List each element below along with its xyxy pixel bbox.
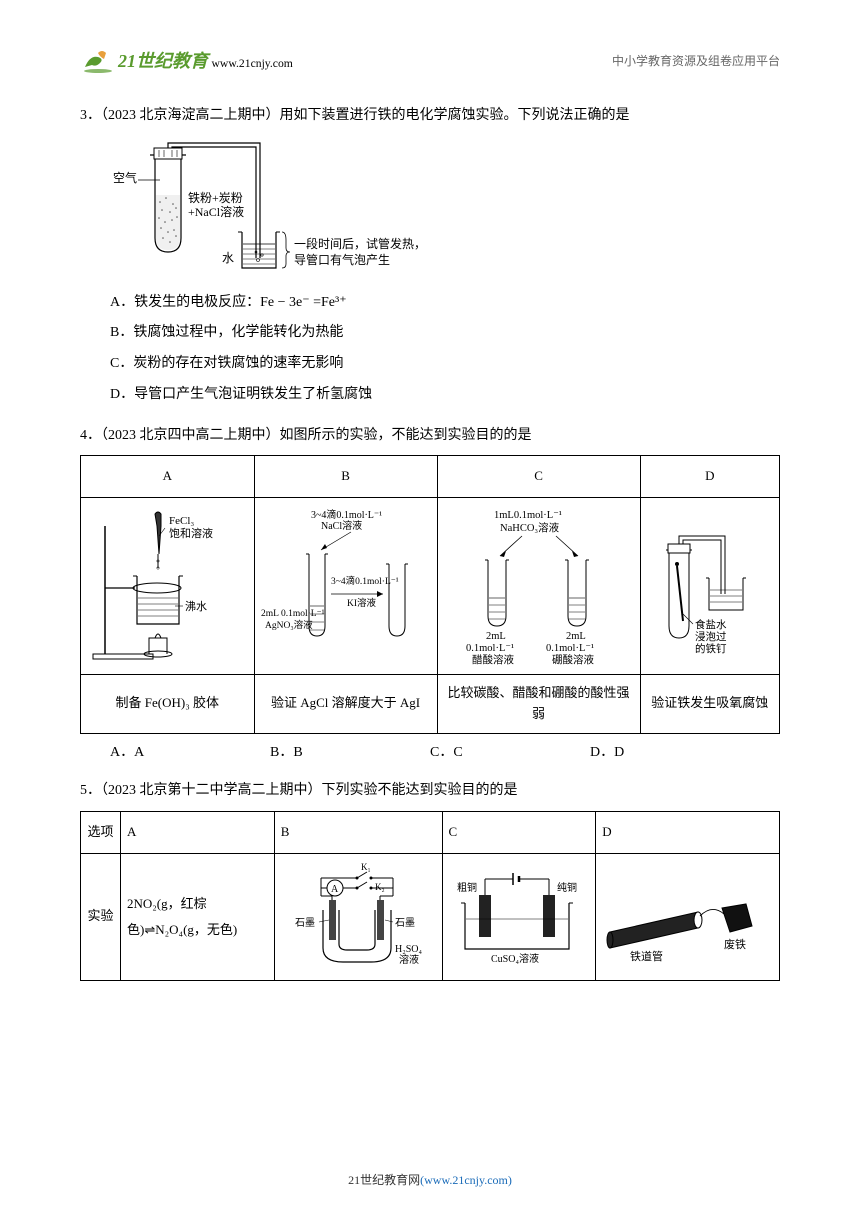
q4-source: （2023 北京四中高二上期中） (101, 428, 280, 443)
svg-text:2mL 0.1mol·L⁻¹: 2mL 0.1mol·L⁻¹ (261, 609, 325, 619)
q5-row1-b: B (274, 811, 442, 853)
q5-row2-c: 粗铜 纯铜 CuSO₄溶液 (442, 853, 596, 980)
svg-text:浸泡过: 浸泡过 (695, 630, 727, 643)
q3-label-mix: 铁粉+炭粉 (188, 191, 243, 205)
q4-hdr-c: C (437, 456, 640, 498)
svg-text:食盐水: 食盐水 (695, 618, 727, 631)
svg-text:石墨: 石墨 (295, 917, 315, 929)
page-footer: 21世纪教育网(www.21cnjy.com) (0, 1171, 860, 1188)
svg-text:饱和溶液: 饱和溶液 (169, 526, 213, 540)
q5-source: （2023 北京第十二中学高二上期中） (101, 783, 322, 798)
q4-cell-c: 1mL0.1mol·L⁻¹ NaHCO₃溶液 (437, 498, 640, 675)
svg-text:2mL: 2mL (566, 631, 586, 642)
q3-opt-d: D．导管口产生气泡证明铁发生了析氢腐蚀 (110, 380, 780, 411)
q5-row2-a: 2NO₂(g，红棕色)⇌N₂O₄(g，无色) (121, 853, 275, 980)
svg-text:石墨: 石墨 (395, 917, 415, 929)
q4-desc-a: 制备 Fe(OH)₃ 胶体 (81, 675, 255, 734)
q4-desc-d: 验证铁发生吸氧腐蚀 (640, 675, 779, 734)
svg-text:铁道管: 铁道管 (630, 949, 663, 962)
q5-number: 5． (80, 783, 101, 798)
svg-text:2mL: 2mL (486, 631, 506, 642)
q4-hdr-d: D (640, 456, 779, 498)
q5-row1-c: C (442, 811, 596, 853)
q4-cell-d: 食盐水 浸泡过 的铁钉 (640, 498, 779, 675)
q4-opt-c: C．C (430, 740, 530, 767)
q3-label-water: 水 (222, 251, 234, 265)
q3-label-air: 空气 (113, 170, 137, 185)
svg-text:CuSO₄溶液: CuSO₄溶液 (491, 952, 539, 965)
q3-opt-b: B．铁腐蚀过程中，化学能转化为热能 (110, 318, 780, 349)
q3-options: A．铁发生的电极反应：Fe − 3e⁻ =Fe³⁺ B．铁腐蚀过程中，化学能转化… (110, 288, 780, 411)
q4-desc-c: 比较碳酸、醋酸和硼酸的酸性强弱 (437, 675, 640, 734)
q4-hdr-b: B (254, 456, 437, 498)
q3-opt-a: A．铁发生的电极反应：Fe − 3e⁻ =Fe³⁺ (110, 288, 780, 319)
logo: 21世纪教育 www.21cnjy.com (80, 45, 293, 75)
svg-text:纯铜: 纯铜 (557, 881, 577, 894)
svg-text:AgNO₃溶液: AgNO₃溶液 (265, 619, 313, 631)
svg-text:醋酸溶液: 醋酸溶液 (472, 653, 514, 666)
footer-link: (www.21cnjy.com) (420, 1173, 512, 1187)
q5-row2-lbl: 实验 (81, 853, 121, 980)
q3-label-nacl: +NaCl溶液 (188, 204, 244, 219)
svg-text:NaHCO₃溶液: NaHCO₃溶液 (500, 521, 560, 534)
question-5: 5．（2023 北京第十二中学高二上期中）下列实验不能达到实验目的的是 选项 A… (80, 778, 780, 980)
q4-opt-a: A．A (110, 740, 210, 767)
svg-text:1mL0.1mol·L⁻¹: 1mL0.1mol·L⁻¹ (494, 510, 562, 521)
question-4: 4．（2023 北京四中高二上期中）如图所示的实验，不能达到实验目的的是 A B… (80, 423, 780, 766)
q4-cell-a: FeCl₃ 饱和溶液 沸水 (81, 498, 255, 675)
logo-url: www.21cnjy.com (212, 57, 293, 70)
q5-row2-b: K₁ K₂ A (274, 853, 442, 980)
q4-opt-b: B．B (270, 740, 370, 767)
svg-text:硼酸溶液: 硼酸溶液 (552, 653, 594, 666)
q4-hdr-a: A (81, 456, 255, 498)
svg-text:0.1mol·L⁻¹: 0.1mol·L⁻¹ (466, 643, 514, 654)
svg-text:溶液: 溶液 (399, 953, 419, 966)
q4-table: A B C D (80, 455, 780, 733)
svg-text:沸水: 沸水 (185, 600, 207, 613)
q4-desc-b: 验证 AgCl 溶解度大于 AgI (254, 675, 437, 734)
q3-opt-c: C．炭粉的存在对铁腐蚀的速率无影响 (110, 349, 780, 380)
page-header: 21世纪教育 www.21cnjy.com 中小学教育资源及组卷应用平台 (80, 45, 780, 75)
svg-text:废铁: 废铁 (724, 937, 746, 951)
q5-row2-d: 铁道管 废铁 (596, 853, 780, 980)
footer-brand: 21世纪教育网 (348, 1173, 420, 1187)
svg-text:0.1mol·L⁻¹: 0.1mol·L⁻¹ (546, 643, 594, 654)
q5-row1-d: D (596, 811, 780, 853)
q4-number: 4． (80, 428, 101, 443)
q3-source: （2023 北京海淀高二上期中） (101, 108, 280, 123)
logo-runner-icon (80, 45, 116, 75)
q4-cell-b: 3~4滴0.1mol·L⁻¹ NaCl溶液 (254, 498, 437, 675)
q3-diagram: 空气 铁粉+炭粉 +NaCl溶液 水 一段时间后，试管发热， 导管口有气泡产生 (110, 140, 780, 280)
q3-note2: 导管口有气泡产生 (294, 252, 390, 267)
svg-text:粗铜: 粗铜 (457, 882, 477, 894)
q5-row1-lbl: 选项 (81, 811, 121, 853)
svg-text:KI溶液: KI溶液 (347, 597, 377, 609)
q4-options: A．A B．B C．C D．D (110, 740, 780, 767)
logo-text: 21世纪教育 (118, 51, 208, 71)
svg-text:3~4滴0.1mol·L⁻¹: 3~4滴0.1mol·L⁻¹ (311, 508, 382, 521)
q5-stem: 下列实验不能达到实验目的的是 (322, 783, 518, 798)
question-3: 3．（2023 北京海淀高二上期中）用如下装置进行铁的电化学腐蚀实验。下列说法正… (80, 103, 780, 411)
q4-opt-d: D．D (590, 740, 690, 767)
svg-text:K₁: K₁ (361, 862, 371, 872)
q4-stem: 如图所示的实验，不能达到实验目的的是 (280, 428, 532, 443)
svg-text:3~4滴0.1mol·L⁻¹: 3~4滴0.1mol·L⁻¹ (331, 575, 399, 587)
q5-table: 选项 A B C D 实验 2NO₂(g，红棕色)⇌N₂O₄(g，无色) K₁ (80, 811, 780, 981)
header-right-text: 中小学教育资源及组卷应用平台 (612, 52, 780, 69)
svg-text:H₂SO₄: H₂SO₄ (395, 944, 422, 955)
q3-stem: 用如下装置进行铁的电化学腐蚀实验。下列说法正确的是 (280, 108, 630, 123)
q5-row1-a: A (121, 811, 275, 853)
svg-text:FeCl₃: FeCl₃ (169, 515, 194, 527)
svg-text:A: A (331, 884, 339, 895)
q3-note1: 一段时间后，试管发热， (294, 236, 426, 251)
q3-number: 3． (80, 108, 101, 123)
svg-text:NaCl溶液: NaCl溶液 (321, 519, 362, 532)
svg-text:K₂: K₂ (375, 882, 385, 892)
svg-text:的铁钉: 的铁钉 (695, 642, 727, 655)
